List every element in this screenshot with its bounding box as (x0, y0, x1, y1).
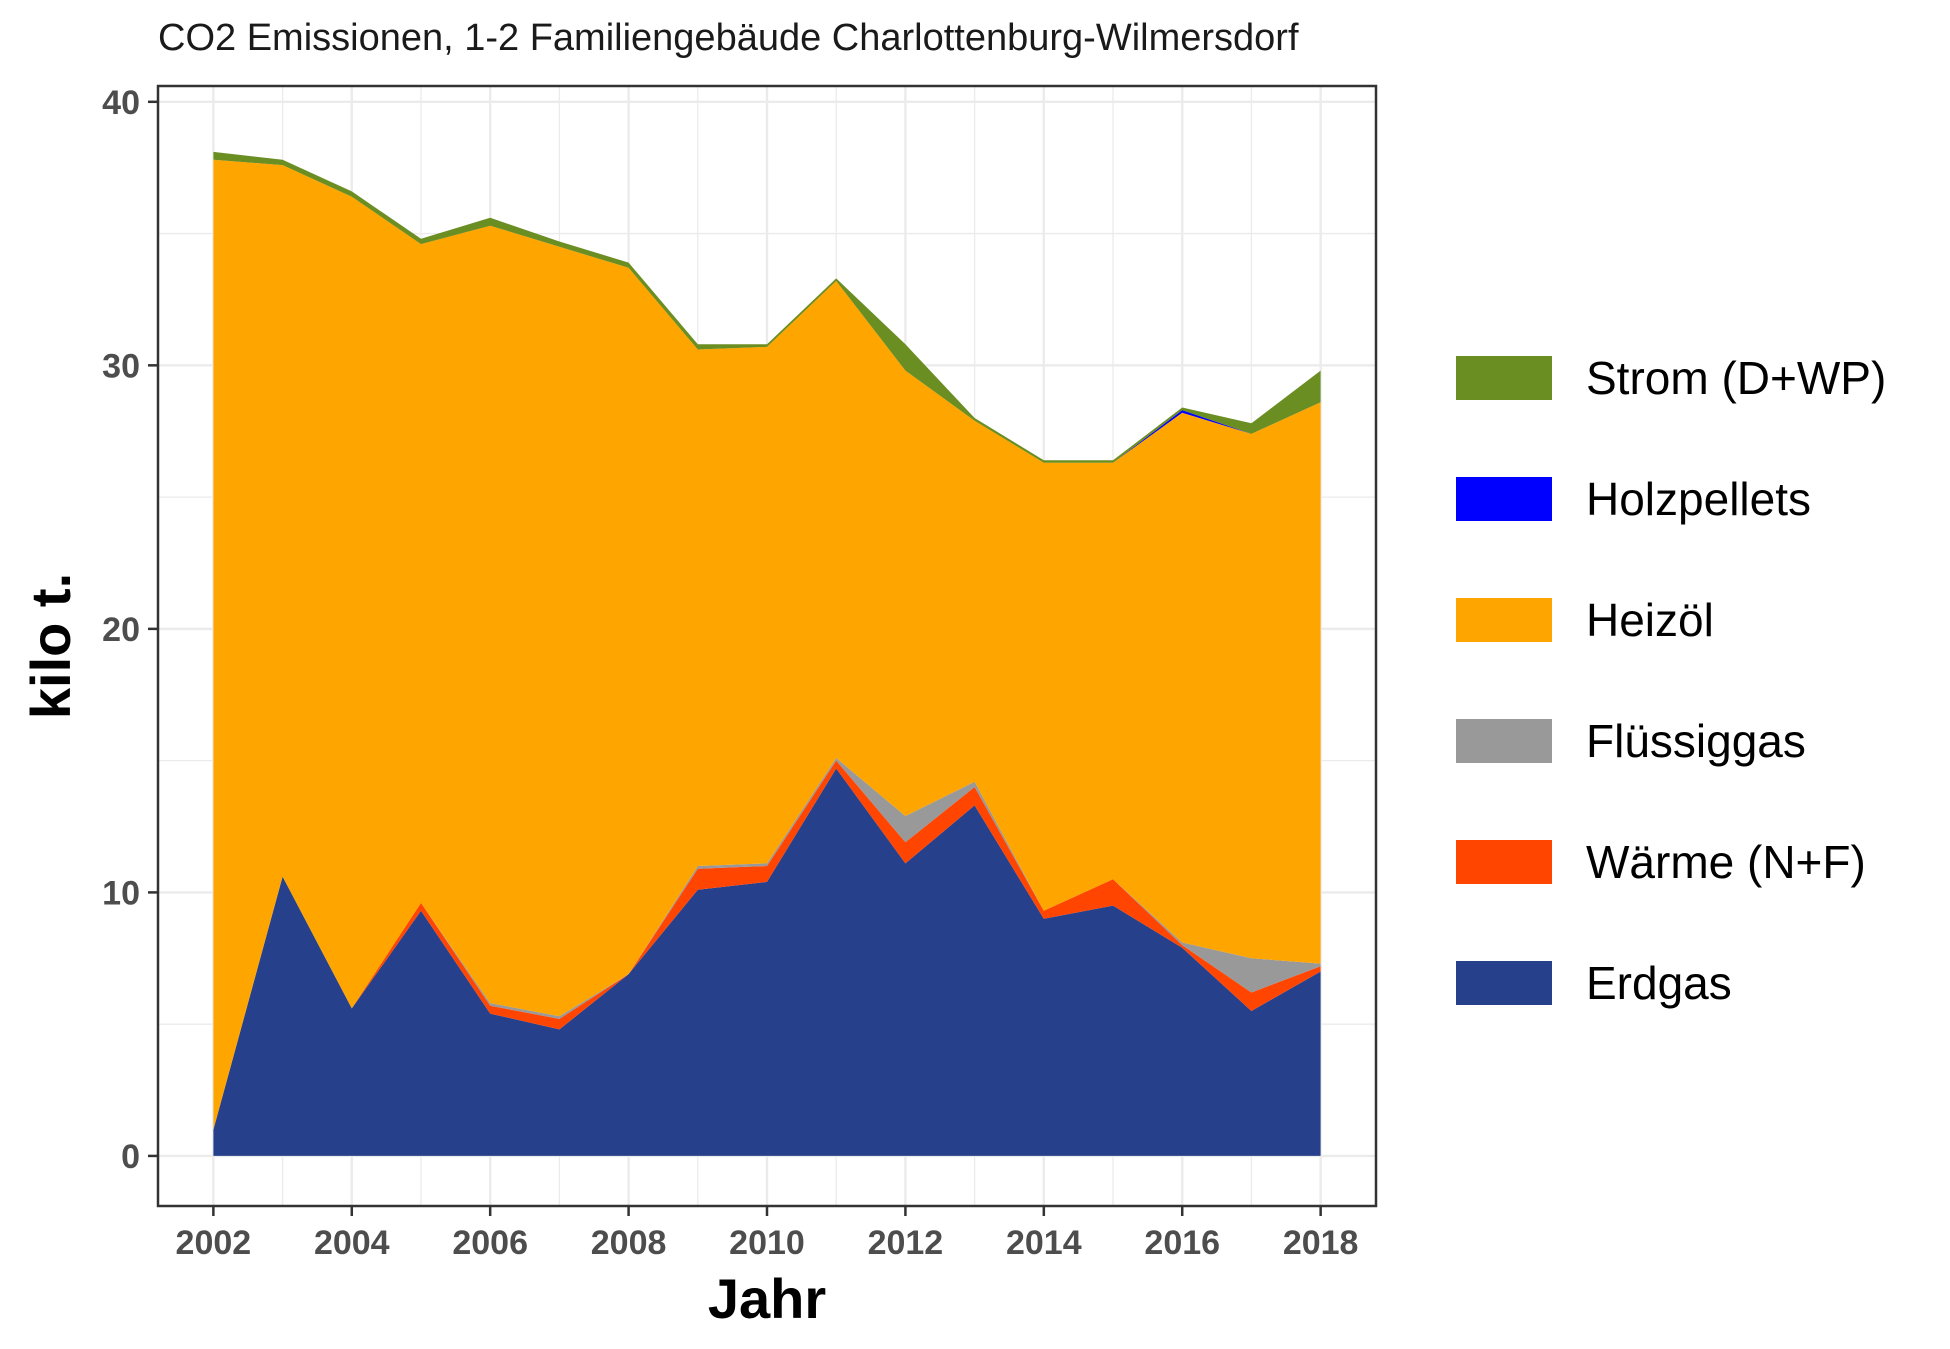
legend-label-erdgas: Erdgas (1586, 957, 1732, 1009)
y-tick-label: 20 (102, 611, 140, 649)
legend-swatch-fl-ssiggas (1456, 719, 1552, 763)
y-tick-label: 10 (102, 874, 140, 912)
x-tick-label: 2014 (1006, 1224, 1082, 1262)
legend-swatch-w-rme-n-f (1456, 840, 1552, 884)
y-tick-label: 30 (102, 347, 140, 385)
y-tick-label: 40 (102, 84, 140, 122)
x-tick-label: 2006 (452, 1224, 528, 1262)
axes: 0 10 20 30 40 2002 2004 2006 2008 2010 2012 2014 201… (102, 84, 1358, 1262)
x-tick-label: 2002 (176, 1224, 252, 1262)
area-heiz-l (213, 159, 1321, 1130)
y-tick-label: 0 (121, 1138, 140, 1176)
chart-title: CO2 Emissionen, 1-2 Familiengebäude Char… (158, 17, 1299, 59)
area-strom-d-wp (213, 151, 1321, 463)
legend-label-fl-ssiggas: Flüssiggas (1586, 715, 1806, 767)
legend-label-heiz-l: Heizöl (1586, 594, 1714, 646)
area-erdgas (213, 768, 1321, 1156)
legend-swatch-heiz-l (1456, 598, 1552, 642)
legend-swatch-holzpellets (1456, 477, 1552, 521)
x-tick-label: 2010 (729, 1224, 805, 1262)
y-axis-title: kilo t. (19, 573, 82, 719)
x-axis-title: Jahr (708, 1267, 826, 1330)
x-tick-label: 2012 (868, 1224, 944, 1262)
legend-swatch-strom-d-wp (1456, 356, 1552, 400)
data-areas (213, 151, 1321, 1156)
x-tick-label: 2018 (1283, 1224, 1359, 1262)
legend-swatch-erdgas (1456, 961, 1552, 1005)
legend-label-holzpellets: Holzpellets (1586, 473, 1811, 525)
legend-label-w-rme-n-f: Wärme (N+F) (1586, 836, 1866, 888)
legend: Strom (D+WP) Holzpellets Heizöl Flüssiggas W… (1456, 352, 1886, 1009)
legend-label-strom-d-wp: Strom (D+WP) (1586, 352, 1886, 404)
x-tick-label: 2016 (1144, 1224, 1220, 1262)
x-tick-label: 2008 (591, 1224, 667, 1262)
x-tick-label: 2004 (314, 1224, 390, 1262)
